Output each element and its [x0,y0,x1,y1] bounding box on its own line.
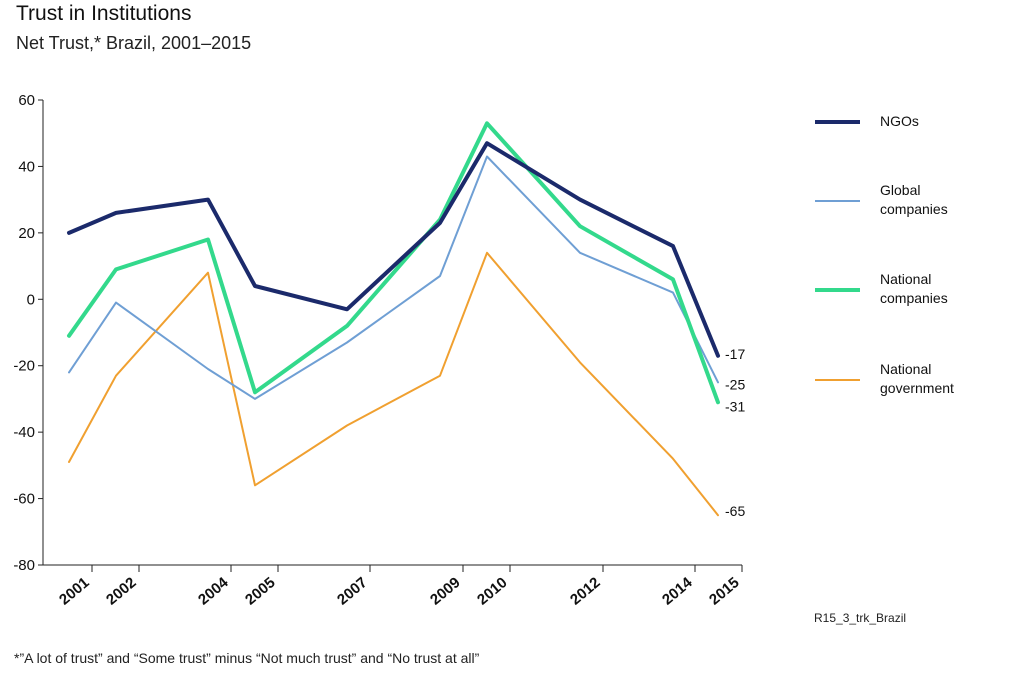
series-line-global-companies [68,155,719,400]
y-tick-label: -80 [13,557,35,574]
x-axis-ticks: 2001 2002 2004 2005 2007 2009 2010 2012 2014 2015 [56,565,743,609]
y-tick-label: 60 [18,92,35,109]
legend-label: National [880,361,931,377]
x-tick-label: 2010 [474,574,510,608]
y-tick-label: -20 [13,358,35,375]
legend-label: Global [880,182,920,198]
chart-subtitle: Net Trust,* Brazil, 2001–2015 [16,33,252,53]
end-label-national-companies: -31 [725,398,745,414]
y-tick-label: -40 [13,424,35,441]
footnote: *”A lot of trust” and “Some trust” minus… [14,650,480,666]
series-line-ngos [67,141,720,358]
x-tick-label: 2001 [56,574,92,608]
x-tick-label: 2002 [103,574,139,608]
legend-label: companies [880,201,948,217]
series-line-national-companies [67,121,720,405]
legend-label: government [880,380,954,396]
x-tick-label: 2014 [659,574,696,609]
x-tick-label: 2009 [427,574,463,608]
chart-title: Trust in Institutions [16,2,192,25]
series-line-national-government [68,251,719,517]
y-tick-label: 0 [27,291,35,308]
x-tick-label: 2015 [706,574,742,608]
end-value-labels: -17 -25 -31 -65 [725,346,745,519]
legend: NGOs Global companies National companies Nati… [815,113,954,396]
end-label-national-government: -65 [725,503,745,519]
y-axis-ticks: 60 40 20 0 -20 -40 -60 -80 [13,92,43,574]
legend-label: companies [880,290,948,306]
y-tick-label: 20 [18,225,35,242]
axes [42,100,742,566]
y-tick-label: 40 [18,158,35,175]
end-label-global-companies: -25 [725,376,745,392]
legend-label: NGOs [880,113,919,129]
x-tick-label: 2007 [334,574,370,608]
x-tick-label: 2004 [195,574,232,609]
series-lines [67,121,720,517]
source-code: R15_3_trk_Brazil [814,611,907,625]
x-tick-label: 2005 [242,574,278,608]
end-label-ngos: -17 [725,346,745,362]
legend-label: National [880,271,931,287]
x-tick-label: 2012 [567,574,603,608]
y-tick-label: -60 [13,491,35,508]
